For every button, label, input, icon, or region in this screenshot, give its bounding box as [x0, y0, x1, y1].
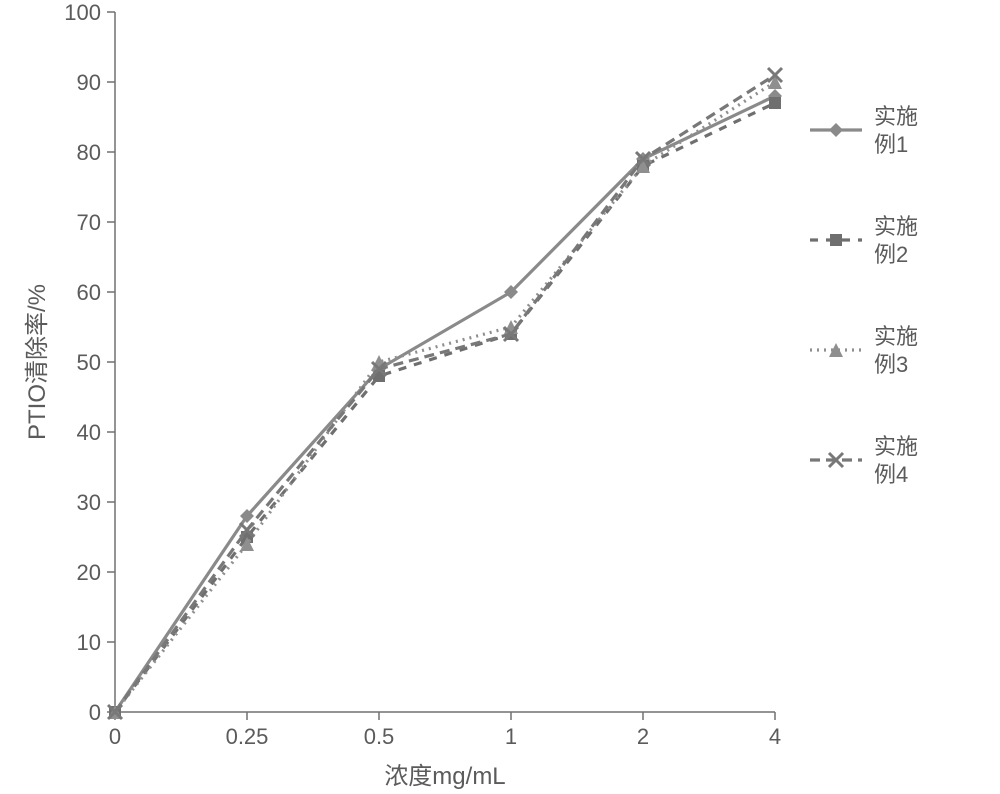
y-axis-title: PTIO清除率/%: [24, 284, 51, 440]
y-tick-label: 70: [77, 210, 101, 235]
y-tick-label: 30: [77, 490, 101, 515]
y-tick-label: 10: [77, 630, 101, 655]
legend-label: 例4: [874, 462, 908, 487]
legend-label: 实施: [874, 214, 918, 239]
x-axis-title: 浓度mg/mL: [384, 763, 505, 790]
y-tick-label: 20: [77, 560, 101, 585]
ptio-line-chart: 0 10 20 30 40 50 60 70 80 90 100 0 0.25 0.5 1 2 4 浓度mg/mL…: [0, 0, 1000, 794]
legend-label: 实施: [874, 434, 918, 459]
y-tick-label: 40: [77, 420, 101, 445]
y-tick-label: 80: [77, 140, 101, 165]
y-tick-label: 0: [89, 700, 101, 725]
x-tick-label: 0.5: [364, 724, 395, 749]
y-tick-label: 60: [77, 280, 101, 305]
x-tick-label: 2: [637, 724, 649, 749]
legend-label: 实施: [874, 324, 918, 349]
chart-container: 0 10 20 30 40 50 60 70 80 90 100 0 0.25 0.5 1 2 4 浓度mg/mL…: [0, 0, 1000, 794]
x-tick-label: 0: [109, 724, 121, 749]
x-tick-label: 0.25: [226, 724, 269, 749]
x-tick-label: 1: [505, 724, 517, 749]
y-tick-label: 50: [77, 350, 101, 375]
legend-label: 例2: [874, 242, 908, 267]
legend-label: 例3: [874, 352, 908, 377]
x-tick-label: 4: [769, 724, 781, 749]
y-tick-label: 100: [64, 0, 101, 25]
y-tick-label: 90: [77, 70, 101, 95]
legend-label: 例1: [874, 132, 908, 157]
legend-label: 实施: [874, 104, 918, 129]
